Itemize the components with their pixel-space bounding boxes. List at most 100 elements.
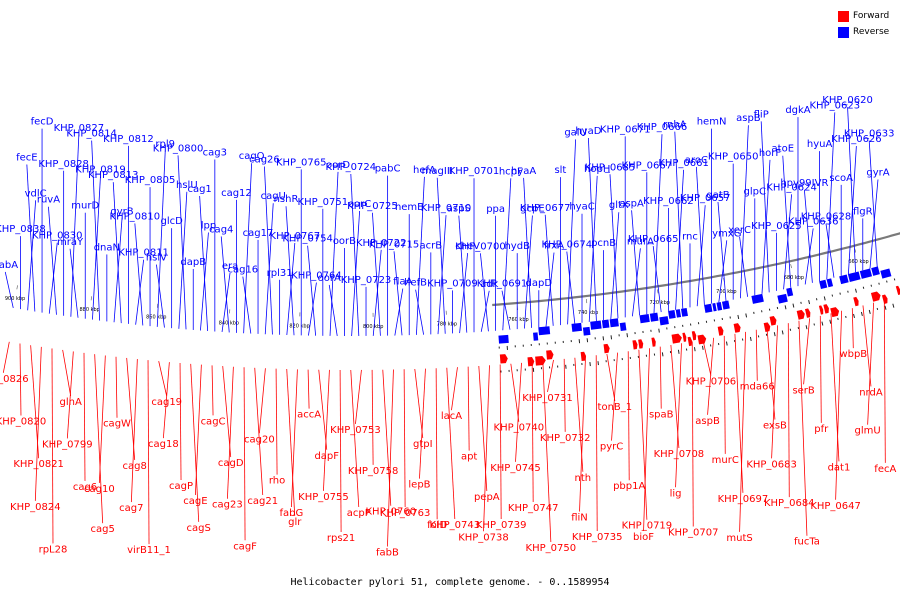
forward-gene-arrow [546, 350, 554, 360]
reference-tick [781, 330, 784, 335]
forward-gene-arrow [881, 294, 888, 305]
reverse-gene-label: fecE [16, 152, 38, 163]
reverse-leader-line [350, 173, 360, 337]
scale-tick-label: 840 kbp [219, 320, 239, 326]
reverse-gene-label: magIII [422, 166, 453, 177]
reverse-leader-line [436, 177, 446, 334]
forward-leader-line [403, 369, 406, 508]
reverse-gene-label: KHP_0633 [844, 129, 895, 140]
reverse-gene-label: KHP_0827 [54, 123, 105, 134]
forward-gene-label: dapF [314, 451, 339, 462]
forward-gene-arrow [853, 296, 859, 307]
reverse-gene-label: frxA [544, 241, 564, 252]
reference-tick [892, 303, 895, 308]
forward-gene-label: KHP_0731 [522, 393, 573, 404]
forward-leader-line [318, 369, 328, 450]
reverse-leader-line [220, 236, 230, 333]
reverse-gene-label: KHP_0657 [680, 193, 731, 204]
reverse-leader-line [632, 248, 641, 317]
scale-tick [90, 296, 92, 301]
forward-gene-label: cag10 [84, 484, 115, 495]
forward-gene-arrow [638, 339, 644, 349]
forward-gene-arrow [535, 356, 546, 366]
forward-leader-line [835, 310, 843, 500]
forward-leader-line [126, 357, 136, 460]
scale-tick-label: 760 kbp [508, 317, 528, 323]
reference-tick [854, 288, 857, 293]
reverse-gene-label: KHP_0828 [38, 159, 89, 170]
reverse-leader-line [760, 121, 770, 293]
forward-gene-label: cagS [187, 523, 211, 534]
reverse-gene-label: mraY [57, 237, 84, 248]
reverse-gene-label: KHP_0709 [427, 278, 478, 289]
forward-gene-label: cag6 [73, 482, 97, 493]
reference-tick [821, 321, 824, 326]
reverse-gene-label: lpp [201, 220, 216, 231]
reference-tick [805, 325, 808, 330]
reverse-gene-label: cag1 [187, 184, 211, 195]
forward-leader-line [275, 368, 278, 475]
reverse-leader-line [868, 140, 878, 267]
reverse-gene-label: hydB [504, 241, 530, 252]
forward-gene-label: KHP_0755 [298, 492, 349, 503]
reverse-leader-line [653, 134, 663, 314]
forward-gene-label: gtpI [413, 439, 433, 450]
forward-gene-label: KHP_0707 [668, 528, 719, 539]
reverse-leader-line [156, 264, 165, 328]
forward-leader-line [339, 369, 342, 532]
forward-gene-label: apt [461, 452, 477, 463]
forward-gene-label: KHP_0747 [508, 503, 559, 514]
reference-tick [808, 299, 811, 305]
reverse-gene-label: acrB [420, 240, 443, 251]
reverse-gene-arrow [675, 309, 682, 318]
forward-leader-line [94, 354, 104, 524]
reference-tick [626, 333, 628, 338]
forward-leader-line [542, 360, 552, 543]
forward-leader-line [371, 369, 374, 465]
reverse-gene-label: KHP_0830 [32, 231, 83, 242]
reverse-gene-label: KHP_0725 [347, 201, 398, 212]
forward-gene-label: dat1 [828, 462, 851, 473]
forward-gene-label: cagW [103, 419, 131, 430]
reverse-leader-line [545, 252, 555, 327]
scale-tick-label: 660 kbp [848, 259, 868, 265]
forward-leader-line [414, 368, 424, 439]
reverse-leader-line [459, 253, 469, 334]
forward-gene-label: virB11_1 [127, 545, 171, 556]
forward-gene-arrow [823, 304, 829, 314]
reverse-leader-line [135, 259, 145, 325]
forward-leader-line [286, 369, 296, 517]
reverse-gene-label: hslV [146, 253, 167, 264]
reverse-gene-label: hefA [413, 165, 436, 176]
reverse-gene-label: KHP_0764 [291, 271, 342, 282]
forward-leader-line [595, 355, 598, 532]
reverse-gene-label: KHP_0650 [708, 152, 759, 163]
forward-gene-arrow [603, 343, 610, 354]
forward-leader-line [51, 348, 54, 544]
reverse-gene-arrow [680, 307, 688, 317]
forward-leader-line [883, 299, 886, 463]
forward-leader-line [158, 361, 168, 397]
forward-swatch [838, 10, 849, 22]
reverse-gene-label: scoA [829, 173, 853, 184]
reverse-gene-label: KHP_0813 [88, 170, 139, 181]
reverse-gene-label: KHP_0751 [298, 197, 349, 208]
reverse-gene-label: KHP_0814 [66, 129, 117, 140]
reverse-leader-line [567, 139, 577, 325]
reverse-gene-label: KHP_0691 [477, 279, 528, 290]
reference-tick [677, 349, 680, 354]
reverse-leader-line [782, 155, 792, 288]
reverse-gene-arrow [847, 271, 861, 282]
reverse-gene-label: gyrA [866, 167, 889, 178]
forward-gene-label: fecA [874, 464, 896, 475]
forward-gene-label: rpL28 [39, 544, 68, 555]
reverse-leader-line [609, 174, 619, 319]
forward-gene-label: cagF [233, 541, 257, 552]
reverse-leader-line [502, 178, 512, 331]
forward-leader-line [254, 367, 264, 496]
reverse-gene-label: hyuA [807, 139, 833, 150]
forward-leader-line [702, 339, 712, 376]
forward-gene-label: KHP_0745 [490, 463, 541, 474]
forward-gene-arrow [671, 333, 682, 344]
forward-leader-line [515, 362, 522, 462]
